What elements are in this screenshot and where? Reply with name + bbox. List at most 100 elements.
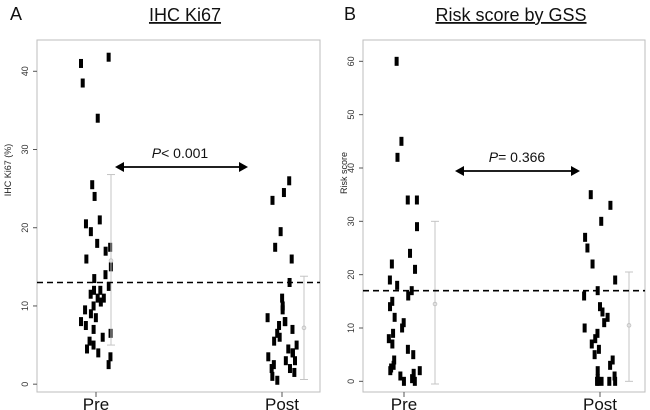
- data-point: [411, 368, 416, 378]
- data-point: [388, 302, 393, 312]
- data-point: [595, 366, 600, 376]
- data-point: [401, 318, 406, 328]
- data-point: [395, 280, 400, 290]
- data-point: [103, 270, 108, 280]
- y-tick-label: 20: [20, 223, 30, 233]
- data-point: [605, 312, 610, 322]
- data-point: [409, 286, 414, 296]
- data-point: [417, 366, 422, 376]
- data-point: [412, 376, 417, 386]
- data-point: [280, 305, 285, 315]
- data-point: [91, 301, 96, 311]
- data-point: [265, 313, 270, 323]
- data-point: [106, 281, 111, 291]
- data-point: [88, 227, 93, 237]
- data-point: [287, 364, 292, 374]
- data-point: [590, 259, 595, 269]
- data-point: [275, 375, 280, 385]
- data-point: [411, 350, 416, 360]
- data-point: [108, 242, 113, 252]
- data-point: [280, 293, 285, 303]
- data-point: [588, 190, 593, 200]
- data-point: [278, 227, 283, 237]
- data-point: [582, 291, 587, 301]
- data-point: [79, 58, 83, 68]
- data-point: [600, 307, 605, 317]
- mean-marker: [626, 323, 632, 328]
- y-tick-label: 40: [20, 66, 30, 76]
- panel-b-ylabel: Risk score: [339, 152, 349, 194]
- data-point: [106, 52, 111, 62]
- data-point: [613, 275, 618, 285]
- data-point: [277, 332, 282, 342]
- data-point: [92, 285, 97, 295]
- data-point: [281, 188, 286, 198]
- data-point: [608, 200, 613, 210]
- data-point: [101, 293, 106, 303]
- panel-b-title: Risk score by GSS: [435, 5, 586, 25]
- category-label: Pre: [391, 395, 417, 410]
- y-tick-label: 10: [346, 323, 356, 333]
- data-point: [596, 344, 601, 354]
- data-point: [602, 318, 607, 328]
- data-point: [392, 312, 397, 322]
- category-label: Post: [583, 395, 617, 410]
- data-point: [96, 348, 101, 358]
- arrow-head-left: [455, 166, 464, 176]
- plot-frame: [362, 39, 646, 393]
- data-point: [287, 176, 292, 186]
- data-point: [398, 371, 403, 381]
- data-point: [95, 293, 100, 303]
- data-point: [269, 364, 274, 374]
- data-point: [84, 254, 89, 264]
- data-point: [85, 344, 90, 354]
- plot-frame: [36, 39, 321, 393]
- data-point: [612, 371, 617, 381]
- data-point: [400, 323, 405, 333]
- data-point: [585, 243, 590, 253]
- data-point: [108, 352, 113, 362]
- data-point: [582, 323, 587, 333]
- data-point: [415, 222, 420, 232]
- data-point: [277, 321, 282, 331]
- y-tick-label: 0: [346, 379, 356, 384]
- y-tick-label: 0: [20, 382, 30, 387]
- data-point: [88, 309, 93, 319]
- category-label: Post: [265, 395, 299, 410]
- data-point: [80, 78, 85, 88]
- arrow-head-right: [571, 166, 580, 176]
- data-point: [405, 344, 410, 354]
- data-point: [87, 336, 92, 346]
- data-point: [389, 259, 394, 269]
- data-point: [413, 264, 418, 274]
- y-tick-label: 20: [346, 270, 356, 280]
- panel-a-plot: 0 10 20 30 40 Pre Post P< 0.001: [20, 39, 321, 410]
- data-point: [283, 356, 288, 366]
- data-point: [98, 285, 103, 295]
- data-point: [408, 248, 413, 258]
- data-point: [610, 355, 615, 365]
- y-tick-label: 30: [346, 216, 356, 226]
- panel-b-plot: 0 10 20 30 40 50 60 Pre Post P= 0.366: [346, 39, 646, 410]
- data-point: [93, 313, 98, 323]
- data-point: [83, 219, 88, 229]
- panel-a-letter: A: [10, 4, 22, 24]
- data-point: [290, 324, 295, 334]
- data-point: [92, 274, 97, 284]
- y-tick-label: 50: [346, 110, 356, 120]
- data-point: [414, 195, 419, 205]
- data-point: [592, 350, 597, 360]
- data-point: [595, 376, 600, 386]
- data-point: [595, 328, 600, 338]
- data-point: [95, 113, 100, 123]
- mean-marker: [432, 301, 438, 307]
- data-point: [103, 246, 108, 256]
- data-point: [394, 56, 399, 66]
- data-point: [405, 195, 410, 205]
- data-point: [106, 360, 111, 370]
- data-point: [286, 344, 291, 354]
- data-point: [91, 324, 96, 334]
- data-point: [92, 191, 97, 201]
- p-value-label: P< 0.001: [152, 145, 209, 161]
- data-point: [266, 352, 271, 362]
